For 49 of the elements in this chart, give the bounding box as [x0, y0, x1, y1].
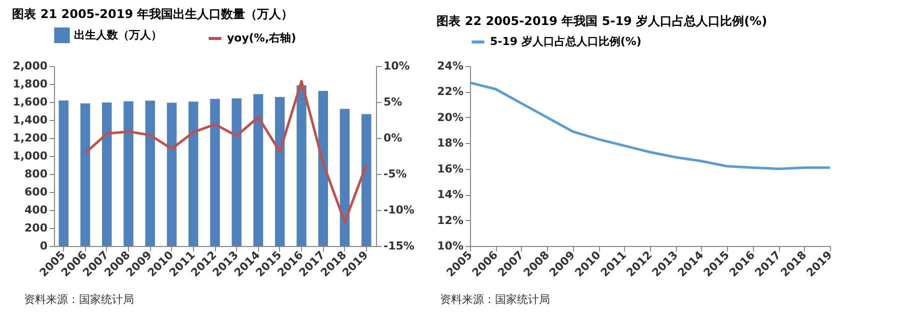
legend-label: 5-19 岁人口占总人口比例(%) [490, 35, 642, 48]
y2-tick-label: -10% [384, 204, 414, 216]
y-tick-label: 1,400 [12, 114, 48, 126]
y-tick-label: 10% [437, 240, 464, 252]
line-series [84, 80, 368, 224]
legend-label: yoy(%,右轴) [227, 32, 296, 44]
y-tick-label: 24% [437, 60, 464, 72]
y-tick-label: 2,000 [12, 60, 48, 72]
y-tick-label: 16% [437, 162, 464, 176]
y-tick-label: 22% [437, 85, 464, 98]
y-tick-label: 1,200 [12, 132, 48, 144]
y-tick-label: 1,000 [12, 150, 48, 162]
bar [340, 108, 350, 246]
bar [124, 101, 134, 246]
text: 资料来源：国家统计局 [24, 293, 134, 306]
y-tick-label: 20% [437, 110, 464, 124]
y-tick-label: 1,600 [12, 96, 48, 108]
bar [318, 90, 328, 246]
bar [166, 102, 177, 246]
y2-tick-label: 10% [384, 60, 410, 72]
bar [80, 103, 90, 246]
bar [188, 102, 198, 246]
chart-title: 图表 21 2005-2019 年我国出生人口数量（万人） [12, 7, 294, 21]
bar [58, 100, 68, 246]
legend-label: 出生人数（万人） [74, 28, 162, 42]
text: 资料来源：国家统计局 [440, 293, 550, 306]
y-tick-label: 12% [437, 214, 464, 227]
line-series [468, 81, 832, 170]
chart-title: 图表 22 2005-2019 年我国 5-19 岁人口占总人口比例(%) [436, 14, 768, 28]
y-tick-label: 0 [40, 240, 48, 252]
bar [253, 94, 264, 246]
y2-tick-label: 0% [384, 132, 402, 144]
bar [275, 97, 285, 246]
y2-tick-label: -5% [384, 168, 407, 180]
y-tick-label: 800 [24, 168, 48, 180]
y-tick-label: 18% [437, 136, 464, 150]
bar [102, 102, 112, 246]
bar [362, 114, 372, 246]
y-tick-label: 600 [24, 186, 48, 198]
y-tick-label: 14% [437, 188, 464, 202]
y2-tick-label: 5% [384, 96, 402, 108]
y2-tick-label: -15% [384, 240, 414, 252]
y-tick-label: 1,800 [12, 78, 48, 90]
y-tick-label: 400 [24, 204, 48, 216]
bar [145, 100, 155, 246]
bar [210, 98, 220, 246]
bar [296, 85, 306, 246]
bar [232, 98, 242, 246]
y-tick-label: 200 [24, 222, 48, 234]
